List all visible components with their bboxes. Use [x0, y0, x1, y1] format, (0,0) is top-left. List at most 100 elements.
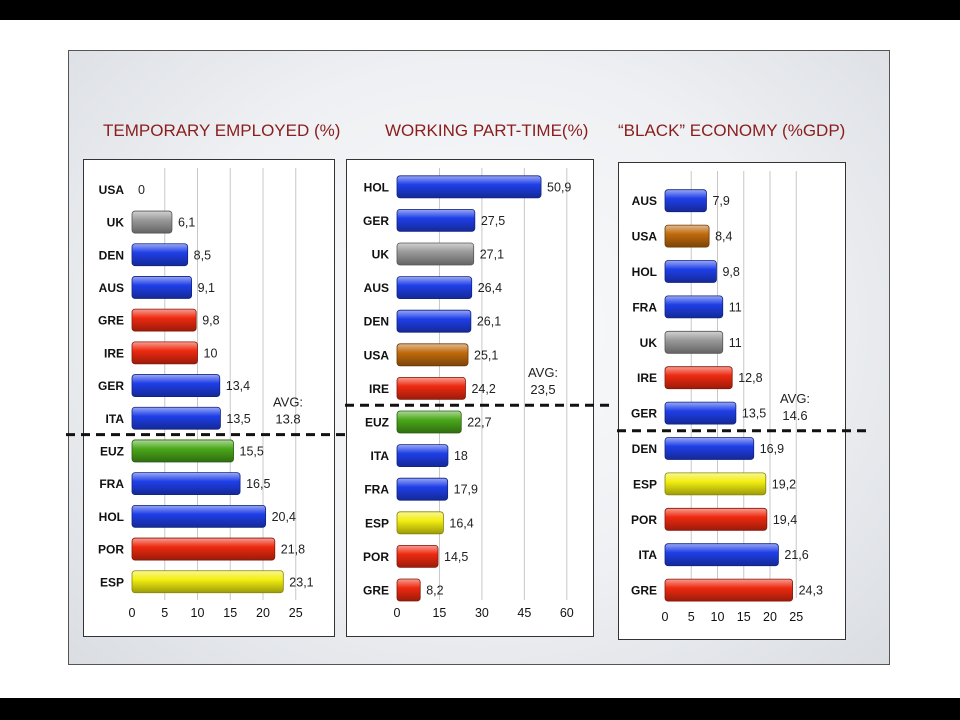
value-label: 25,1: [474, 348, 498, 362]
bar: [131, 406, 221, 430]
value-label: 20,4: [272, 510, 296, 524]
value-label: 11: [729, 336, 742, 350]
category-label: USA: [99, 183, 125, 197]
value-label: 7,9: [712, 194, 729, 208]
bar: [131, 341, 198, 365]
category-label: FRA: [632, 300, 657, 314]
category-label: UK: [372, 248, 390, 262]
tick-label: 20: [256, 606, 270, 620]
tick-label: 60: [560, 606, 574, 620]
category-label: FRA: [364, 483, 389, 497]
category-label: GER: [363, 214, 389, 228]
value-label: 14,5: [444, 550, 468, 564]
category-label: DEN: [364, 315, 389, 329]
category-label: DEN: [99, 248, 124, 262]
category-label: IRE: [637, 371, 657, 385]
bar: [396, 276, 473, 299]
category-label: ITA: [106, 412, 125, 426]
value-label: 27,5: [481, 214, 505, 228]
value-label: 10: [204, 346, 218, 360]
avg-value: 13.8: [275, 412, 300, 427]
value-label: 13,5: [226, 412, 250, 426]
category-label: GRE: [363, 584, 389, 598]
value-label: 8,5: [194, 248, 211, 262]
avg-value: 23,5: [530, 382, 555, 397]
bar: [396, 376, 466, 400]
bar: [396, 309, 472, 333]
bar: [664, 189, 707, 213]
value-label: 13,5: [742, 407, 766, 421]
category-label: FRA: [99, 477, 124, 491]
bar: [131, 276, 193, 299]
value-label: 24,2: [471, 382, 495, 396]
avg-label: AVG:: [273, 395, 303, 410]
category-label: ITA: [371, 449, 390, 463]
value-label: 27,1: [480, 248, 504, 262]
chart-2-title: WORKING PART-TIME(%): [385, 121, 589, 140]
value-label: 11: [729, 300, 742, 314]
category-label: EUZ: [100, 444, 124, 458]
category-label: GER: [98, 379, 124, 393]
chart-3-svg: AUS 7,9 USA 8,4 HOL 9,8 FRA 11 UK 11 IRE 12,8 GER 13,…: [617, 171, 871, 624]
category-label: HOL: [99, 510, 124, 524]
value-label: 19,2: [772, 477, 796, 491]
bar: [664, 366, 733, 390]
bar: [131, 439, 234, 463]
tick-label: 25: [789, 610, 803, 624]
tick-label: 45: [517, 606, 531, 620]
value-label: 0: [138, 183, 145, 197]
tick-label: 15: [223, 606, 237, 620]
bar: [396, 544, 439, 568]
category-label: AUS: [632, 194, 657, 208]
value-label: 23,1: [289, 575, 313, 589]
bar: [664, 401, 737, 425]
bar: [664, 224, 710, 248]
value-label: 12,8: [738, 371, 762, 385]
bar: [396, 511, 444, 535]
category-label: ESP: [100, 575, 124, 589]
category-label: POR: [98, 543, 124, 557]
category-label: IRE: [104, 346, 124, 360]
bar: [664, 543, 779, 567]
value-label: 50,9: [547, 180, 571, 194]
bar: [396, 578, 421, 602]
value-label: 15,5: [240, 444, 264, 458]
category-label: POR: [631, 513, 657, 527]
bar: [131, 504, 267, 528]
category-label: GRE: [631, 584, 657, 598]
category-label: ITA: [639, 548, 658, 562]
tick-label: 5: [161, 606, 168, 620]
bar: [396, 444, 449, 468]
value-label: 22,7: [467, 416, 491, 430]
tick-label: 5: [688, 610, 695, 624]
bar: [396, 242, 475, 266]
value-label: 19,4: [773, 513, 797, 527]
bar: [664, 260, 717, 283]
bar: [396, 410, 462, 434]
value-label: 8,2: [426, 584, 443, 598]
value-label: 6,1: [178, 216, 195, 230]
avg-value: 14.6: [782, 408, 807, 423]
category-label: DEN: [632, 442, 657, 456]
tick-label: 10: [191, 606, 205, 620]
bar: [131, 308, 197, 332]
chart-3-title: “BLACK” ECONOMY (%GDP): [618, 121, 846, 140]
category-label: POR: [363, 550, 389, 564]
chart-1-panel: USA 0 UK 6,1 DEN 8,5 AUS 9,1 GRE 9,8 IRE 10 GER 13,4 I…: [66, 159, 346, 637]
category-label: ESP: [633, 477, 657, 491]
bar: [131, 243, 189, 267]
category-label: IRE: [369, 382, 389, 396]
chart-1-title: TEMPORARY EMPLOYED (%): [103, 121, 341, 140]
bar: [396, 343, 469, 367]
bar: [396, 477, 449, 501]
value-label: 18: [454, 449, 468, 463]
tick-label: 30: [475, 606, 489, 620]
value-label: 8,4: [715, 230, 732, 244]
chart-3-panel: AUS 7,9 USA 8,4 HOL 9,8 FRA 11 UK 11 IRE 12,8 GER 13,…: [617, 162, 871, 640]
tick-label: 20: [763, 610, 777, 624]
value-label: 17,9: [454, 483, 478, 497]
category-label: GRE: [98, 314, 124, 328]
chart-2-panel: HOL 50,9 GER 27,5 UK 27,1 AUS 26,4 DEN 26,1 USA 25,…: [345, 159, 609, 637]
bar: [396, 175, 542, 199]
category-label: EUZ: [365, 416, 389, 430]
